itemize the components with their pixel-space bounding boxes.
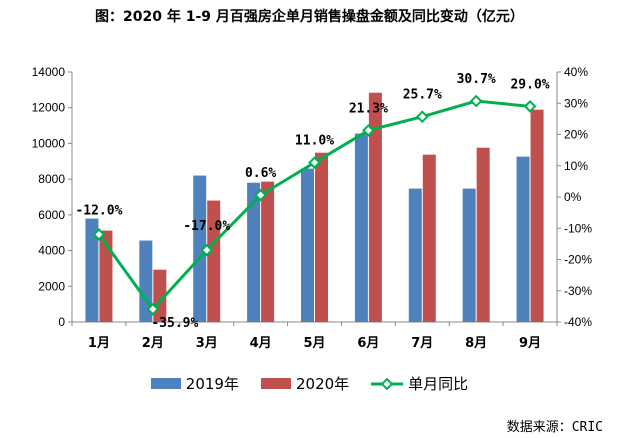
- x-tick-label: 2月: [142, 336, 164, 351]
- data-label: -17.0%: [183, 219, 230, 234]
- data-label: 21.3%: [349, 101, 388, 116]
- right-tick-label: 10%: [564, 159, 588, 173]
- line-point: [254, 188, 267, 202]
- x-tick-label: 1月: [88, 336, 110, 351]
- right-tick-label: 20%: [564, 128, 588, 142]
- right-tick-label: -20%: [564, 253, 592, 267]
- legend-item: 2019年: [150, 373, 239, 394]
- bar-2019: [301, 168, 314, 322]
- line-point: [92, 228, 106, 241]
- x-tick-label: 6月: [357, 336, 379, 351]
- data-label: 25.7%: [403, 88, 442, 103]
- legend-label: 2020年: [295, 375, 350, 393]
- data-label: -35.9%: [151, 316, 198, 331]
- line-point: [362, 124, 375, 137]
- data-label: 0.6%: [245, 166, 276, 181]
- left-tick-label: 4000: [38, 244, 65, 258]
- data-label: 30.7%: [457, 72, 496, 87]
- right-tick-label: -10%: [564, 221, 592, 235]
- x-tick-label: 3月: [196, 336, 218, 351]
- legend-swatch: [260, 378, 291, 389]
- bar-2019: [247, 182, 261, 322]
- source-note: 数据来源：CRIC: [506, 420, 603, 435]
- bar-2020: [207, 200, 221, 322]
- right-tick-label: -40%: [564, 315, 592, 329]
- legend-label: 单月同比: [408, 375, 469, 393]
- bar-2019: [408, 188, 422, 322]
- line-point: [469, 94, 483, 108]
- left-tick-label: 14000: [32, 65, 66, 79]
- left-tick-label: 2000: [38, 279, 65, 293]
- line-point: [523, 100, 537, 113]
- legend-item: 2020年: [260, 373, 350, 394]
- bar-2020: [315, 152, 328, 322]
- x-tick-label: 5月: [303, 336, 325, 351]
- bar-2019: [193, 175, 207, 322]
- legend-item: 单月同比: [371, 373, 468, 394]
- line-point: [146, 302, 160, 316]
- bar-2020: [476, 147, 490, 322]
- bar-2020: [99, 230, 113, 322]
- x-tick-label: 4月: [250, 336, 272, 351]
- right-tick-label: 30%: [564, 96, 588, 110]
- bar-2020: [422, 154, 436, 322]
- left-tick-label: 10000: [32, 136, 66, 150]
- data-label: 11.0%: [295, 134, 334, 149]
- line-point: [415, 110, 429, 124]
- bar-2020: [368, 92, 382, 322]
- line-point: [200, 243, 214, 257]
- x-tick-label: 8月: [465, 336, 487, 351]
- left-tick-label: 12000: [32, 101, 66, 115]
- data-label: -12.0%: [75, 204, 122, 219]
- legend-swatch: [371, 377, 404, 390]
- bar-2019: [516, 156, 530, 322]
- legend: 2019年 2020年 单月同比: [0, 373, 619, 394]
- bar-2019: [85, 218, 99, 322]
- left-tick-label: 8000: [38, 172, 65, 186]
- x-tick-label: 9月: [519, 336, 541, 351]
- right-tick-label: 0%: [564, 190, 582, 204]
- left-tick-label: 6000: [38, 208, 65, 222]
- legend-label: 2019年: [185, 375, 239, 393]
- right-tick-label: -30%: [564, 284, 592, 298]
- left-tick-label: 0: [58, 315, 65, 329]
- bar-2019: [462, 188, 476, 322]
- bar-2019: [354, 133, 368, 322]
- right-tick-label: 40%: [564, 65, 588, 79]
- bar-2020: [261, 181, 275, 322]
- x-tick-label: 7月: [411, 336, 433, 351]
- line-point: [308, 156, 321, 169]
- bar-2020: [530, 109, 544, 322]
- chart-title: 图：2020 年 1-9 月百强房企单月销售操盘金额及同比变动（亿元）: [95, 9, 524, 25]
- data-label: 29.0%: [510, 77, 549, 92]
- legend-swatch: [150, 378, 181, 389]
